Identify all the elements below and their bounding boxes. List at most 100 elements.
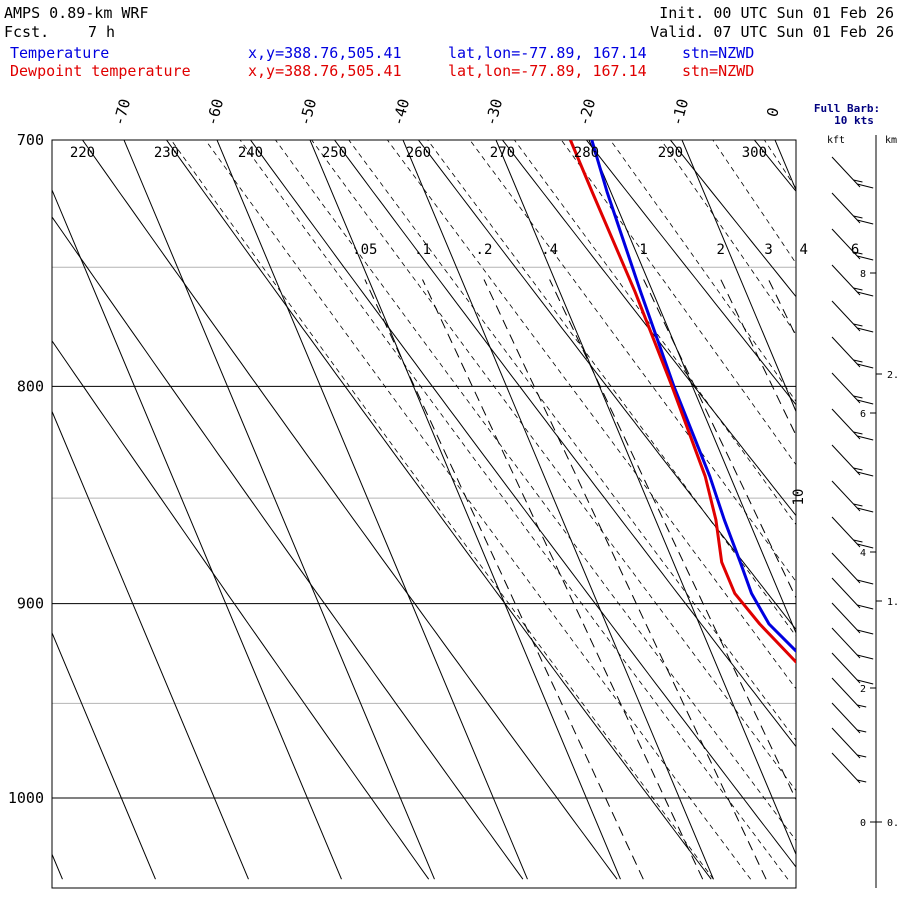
dry-adiabat-280 (585, 140, 796, 406)
barb-full (857, 363, 874, 369)
latlon-temp: lat,lon=-77.89, 167.14 (448, 44, 647, 62)
forecast-hour: 7 h (88, 23, 116, 41)
barb-staff (831, 677, 861, 709)
barb-staff (831, 228, 861, 260)
dry-adiabat-270 (501, 140, 796, 517)
dewpoint-profile (569, 140, 796, 665)
barb-staff (831, 552, 861, 584)
isotherm-label--30: -30 (482, 97, 506, 128)
isotherm-0 (774, 140, 796, 192)
moist-adiabat--40 (170, 140, 714, 880)
dry-adiabat-260 (417, 140, 796, 631)
dry-adiabat-300 (753, 140, 796, 193)
kft-label-8: 8 (860, 269, 866, 280)
barb-full (857, 629, 874, 635)
wind-barb (831, 372, 874, 405)
barb-half (853, 179, 863, 183)
barb-staff (831, 652, 861, 684)
barb-full (857, 435, 874, 441)
barb-full (857, 654, 874, 660)
plot-frame (51, 139, 797, 889)
barb-full (857, 219, 874, 225)
moist-adiabat--32 (239, 140, 789, 880)
wind-barb (831, 264, 874, 297)
isotherm--80 (52, 188, 342, 880)
wind-barb (831, 228, 874, 261)
dry-adiabat-210 (52, 216, 524, 880)
dry-adiabat-label-300: 300 (742, 145, 767, 161)
dry-adiabat-label-260: 260 (406, 145, 431, 161)
kft-label-2: 2 (860, 684, 866, 695)
barb-legend-title: Full Barb: (814, 102, 880, 115)
moist-adiabat--16 (386, 140, 796, 690)
isobar-label-1000: 1000 (8, 789, 44, 807)
barb-staff (831, 627, 861, 659)
dry-adiabat-label-230: 230 (154, 145, 179, 161)
dry-adiabat-240 (249, 140, 796, 868)
barb-staff (831, 480, 861, 512)
barb-staff (831, 372, 861, 404)
isotherm-label--40: -40 (389, 97, 413, 128)
dry-adiabat-label-270: 270 (490, 145, 515, 161)
isotherm-label-0: 0 (763, 106, 783, 119)
isobar-label-800: 800 (17, 377, 44, 395)
barb-half (853, 467, 863, 471)
wind-barb (831, 727, 867, 759)
dry-adiabat-label-250: 250 (322, 145, 347, 161)
mixing-ratio-1 (643, 279, 796, 599)
isotherm-label--20: -20 (575, 97, 599, 128)
kft-label-0: 0 (860, 818, 866, 829)
dry-adiabat-label-290: 290 (658, 145, 683, 161)
mixing-ratio-label-2: 2 (717, 242, 725, 258)
wind-barb (831, 652, 874, 685)
kft-label-6: 6 (860, 409, 866, 420)
km-label-1: 1. (887, 597, 899, 608)
wind-barb (831, 156, 874, 189)
isobar-label-700: 700 (17, 131, 44, 149)
barb-half (853, 323, 863, 327)
barb-full (857, 604, 874, 610)
isotherm--110 (52, 852, 63, 880)
mixing-ratio-label-1: 1 (639, 242, 647, 258)
barb-staff (831, 727, 861, 759)
moist-adiabat--20 (348, 140, 796, 741)
moist-adiabat-16 (763, 140, 796, 190)
isotherm-label--50: -50 (296, 97, 320, 128)
isotherm-10 (862, 127, 900, 879)
wind-barb (831, 192, 874, 225)
isotherm-label--10: -10 (668, 97, 692, 128)
dry-adiabat-290 (669, 140, 796, 298)
isotherm--70 (123, 140, 435, 880)
mixing-ratio-label-0p4: .4 (541, 242, 558, 258)
station-dew: stn=NZWD (682, 62, 755, 80)
barb-full (857, 507, 874, 513)
wind-barb (831, 627, 874, 660)
mixing-ratio-0p2 (483, 279, 767, 880)
dry-adiabat-label-240: 240 (238, 145, 263, 161)
grid-xy-dew: x,y=388.76,505.41 (248, 62, 402, 80)
barb-staff (831, 577, 861, 609)
mixing-ratio-label-6: 6 (851, 242, 859, 258)
mixing-ratio-label-0p2: .2 (476, 242, 493, 258)
wind-barbs (831, 156, 874, 784)
dry-adiabat-label-220: 220 (70, 145, 95, 161)
mixing-ratio-label-4: 4 (799, 242, 807, 258)
legend-dewpoint: Dewpoint temperature (10, 62, 191, 80)
isotherm--40 (402, 140, 714, 880)
dry-adiabat-250 (333, 140, 796, 748)
wind-barb (831, 444, 874, 477)
wind-barb (831, 480, 874, 513)
forecast-label: Fcst. (4, 23, 50, 41)
latlon-dew: lat,lon=-77.89, 167.14 (448, 62, 647, 80)
moist-adiabat--8 (469, 140, 796, 583)
kft-label-4: 4 (860, 548, 866, 559)
mixing-ratio-4 (804, 280, 900, 880)
barb-staff (831, 156, 861, 188)
station-temp: stn=NZWD (682, 44, 755, 62)
isotherm--20 (588, 140, 796, 635)
barb-full (857, 543, 874, 549)
barb-half (857, 754, 867, 758)
dry-adiabat-200 (52, 340, 430, 880)
mixing-ratio-label-3: 3 (764, 242, 772, 258)
mixing-ratio-label-0p1: .1 (414, 242, 431, 258)
